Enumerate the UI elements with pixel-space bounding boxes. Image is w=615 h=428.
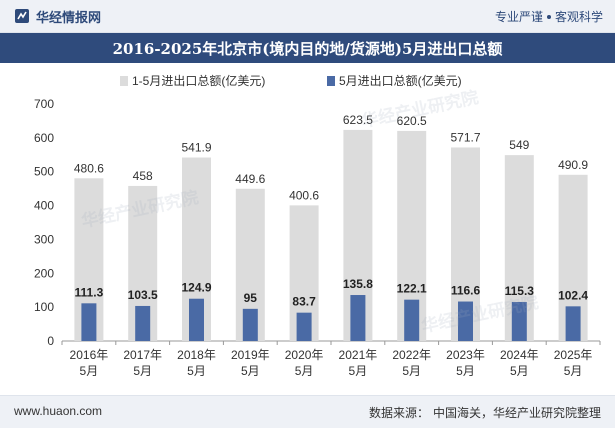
brand-name: 华经情报网: [36, 9, 102, 25]
y-tick-label: 100: [34, 300, 54, 314]
data-label-cumulative: 400.6: [289, 188, 319, 202]
y-tick-label: 600: [34, 131, 54, 145]
x-tick-label-month: 5月: [510, 364, 529, 378]
data-label-cumulative: 571.7: [450, 130, 480, 144]
chart-title: 2016-2025年北京市(境内目的地/货源地)5月进出口总额: [112, 39, 503, 58]
y-tick-label: 0: [47, 334, 54, 348]
bar-may: [404, 299, 420, 341]
separator-dot-icon: [546, 14, 551, 19]
legend-swatch: [327, 76, 335, 86]
x-tick-label-month: 5月: [80, 364, 99, 378]
site-link[interactable]: www.huaon.com: [14, 404, 103, 418]
x-tick-label-year: 2024年: [500, 348, 539, 362]
x-tick-label-month: 5月: [456, 364, 475, 378]
bar-may: [189, 298, 204, 341]
data-label-cumulative: 620.5: [397, 114, 427, 128]
data-label-cumulative: 549: [509, 138, 529, 152]
data-label-cumulative: 458: [133, 169, 153, 183]
data-label-may: 116.6: [451, 284, 481, 298]
y-tick-label: 700: [34, 97, 54, 111]
data-label-may: 115.3: [505, 284, 535, 298]
bar-may: [135, 305, 151, 341]
bar-may: [458, 301, 473, 341]
data-label-may: 83.7: [292, 295, 316, 309]
x-tick-label-year: 2023年: [446, 348, 485, 362]
x-tick-label-month: 5月: [349, 364, 368, 378]
x-tick-label-year: 2016年: [70, 348, 109, 362]
x-tick-label-year: 2017年: [123, 348, 162, 362]
data-label-may: 135.8: [343, 277, 373, 291]
bar-may: [565, 306, 581, 341]
data-label-cumulative: 449.6: [235, 172, 265, 186]
bar-may: [511, 301, 527, 341]
bar-may: [242, 308, 258, 341]
x-tick-label-year: 2019年: [231, 348, 270, 362]
data-label-may: 95: [244, 291, 258, 305]
x-tick-label-year: 2025年: [554, 348, 593, 362]
x-tick-label-month: 5月: [564, 364, 583, 378]
x-tick-label-month: 5月: [187, 364, 206, 378]
brand-logo-icon: [15, 9, 29, 23]
legend-label-1: 1-5月进出口总额(亿美元): [132, 73, 265, 88]
x-tick-label-year: 2021年: [339, 348, 378, 362]
source-value: 中国海关，华经产业研究院整理: [432, 406, 601, 420]
bar-may: [296, 312, 312, 341]
data-label-cumulative: 490.9: [558, 158, 588, 172]
data-label-may: 124.9: [181, 281, 211, 295]
data-label-may: 122.1: [397, 282, 427, 296]
x-tick-label-month: 5月: [133, 364, 152, 378]
source-note: 数据来源： 中国海关，华经产业研究院整理: [369, 404, 601, 421]
tagline: 专业严谨 客观科学: [495, 8, 603, 25]
top-bar: 华经情报网 专业严谨 客观科学: [0, 0, 615, 33]
chart-title-bar: 2016-2025年北京市(境内目的地/货源地)5月进出口总额: [0, 33, 615, 63]
legend-swatch: [120, 76, 128, 86]
source-label: 数据来源：: [368, 406, 429, 420]
footer: www.huaon.com 数据来源： 中国海关，华经产业研究院整理: [0, 395, 615, 428]
data-label-cumulative: 480.6: [74, 161, 104, 175]
y-tick-label: 300: [34, 232, 54, 246]
data-label-may: 102.4: [558, 288, 588, 302]
y-tick-label: 500: [34, 165, 54, 179]
legend-label-2: 5月进出口总额(亿美元): [339, 73, 462, 88]
x-tick-label-month: 5月: [241, 364, 260, 378]
tagline-2: 客观科学: [554, 10, 603, 24]
y-tick-label: 400: [34, 199, 54, 213]
data-label-may: 103.5: [128, 288, 158, 302]
brand[interactable]: 华经情报网: [14, 7, 101, 25]
tagline-1: 专业严谨: [494, 10, 543, 24]
x-tick-label-year: 2022年: [392, 348, 431, 362]
data-label-cumulative: 623.5: [343, 113, 373, 127]
data-label-cumulative: 541.9: [181, 141, 211, 155]
x-tick-label-month: 5月: [402, 364, 421, 378]
data-label-may: 111.3: [75, 285, 104, 299]
bar-may: [81, 303, 97, 341]
bar-chart: 1-5月进出口总额(亿美元) 5月进出口总额(亿美元) 0 100 200 300 400 5…: [34, 73, 601, 378]
y-tick-label: 200: [34, 266, 54, 280]
x-tick-label-year: 2020年: [285, 348, 324, 362]
x-tick-label-year: 2018年: [177, 348, 216, 362]
x-tick-label-month: 5月: [295, 364, 314, 378]
bar-may: [350, 295, 366, 341]
